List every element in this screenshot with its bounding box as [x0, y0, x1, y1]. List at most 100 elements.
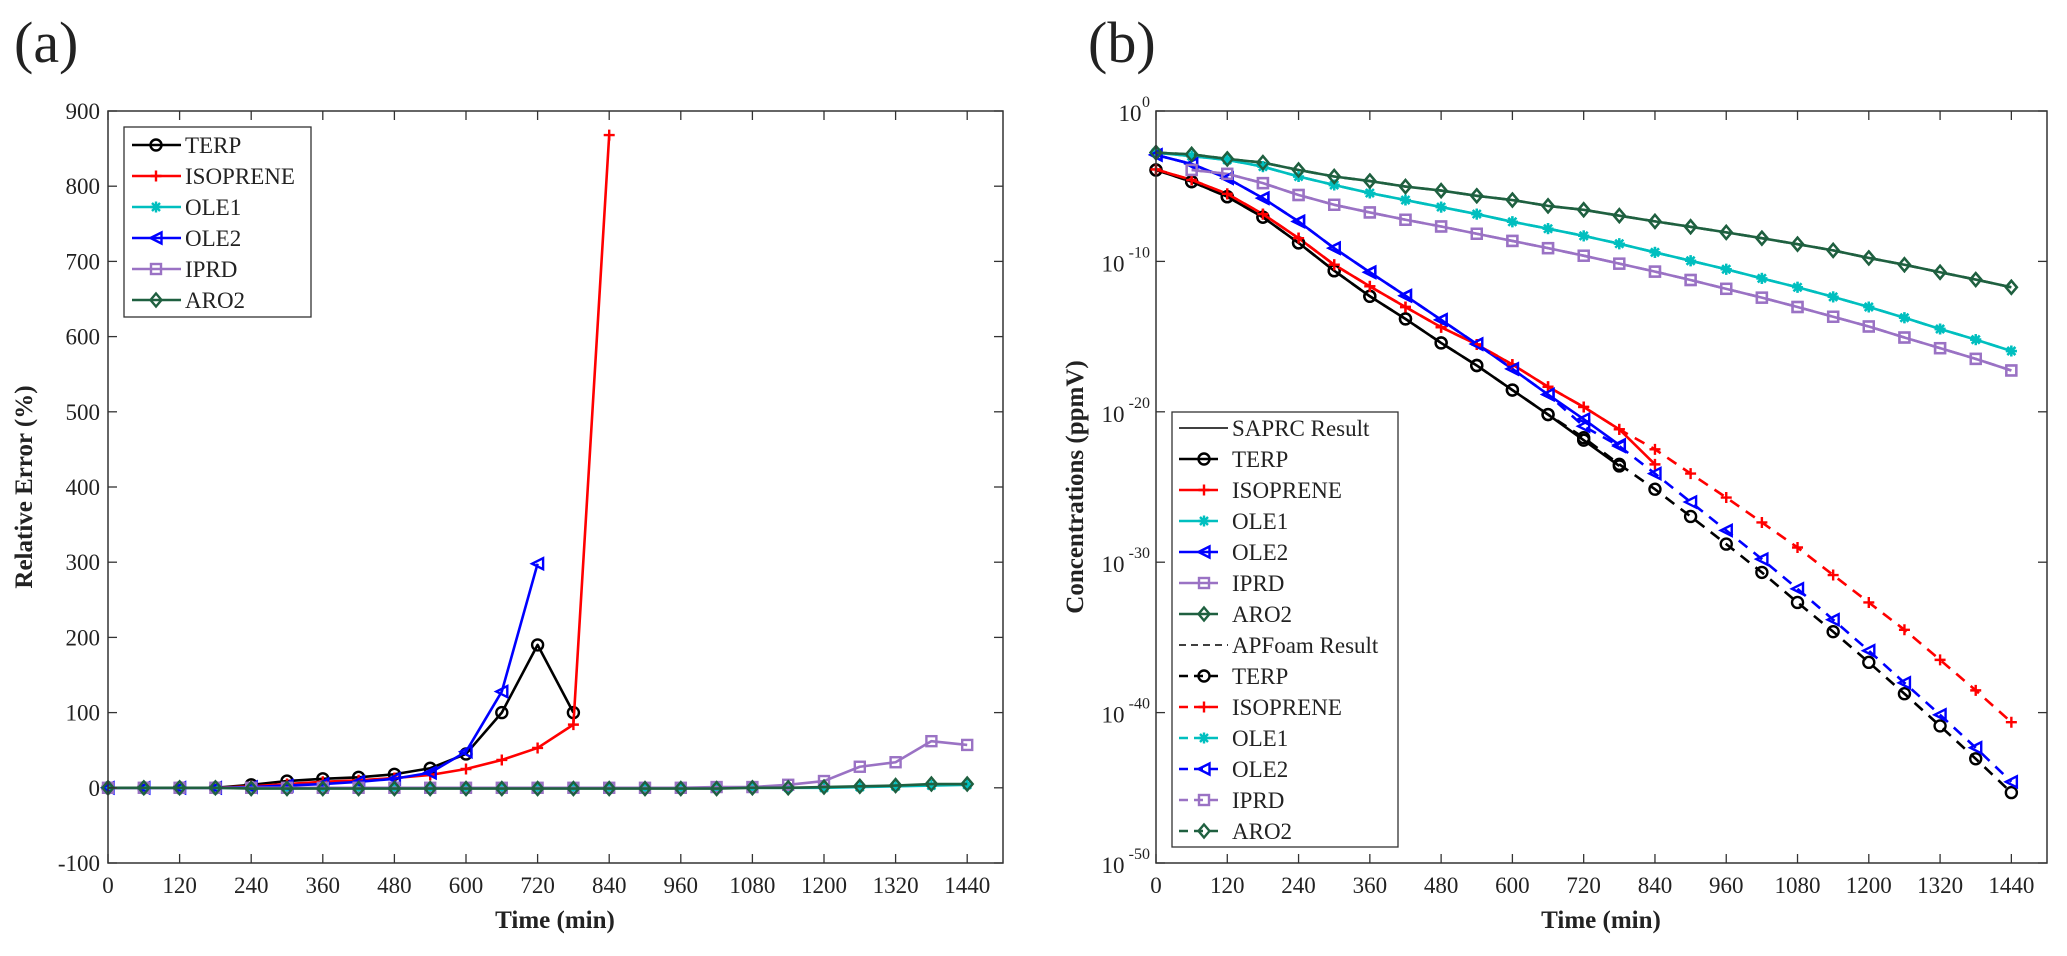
legend-label: ISOPRENE: [185, 164, 295, 189]
legend-entry-ole1: OLE1: [132, 195, 241, 220]
panel-b-apfoam-point-isoprene: [1720, 492, 1732, 504]
x-tick-label: 360: [306, 873, 341, 898]
panel-b-apfoam-point-ole2: [1682, 494, 1698, 510]
panel-b-apfoam-point-ole1: [1613, 238, 1625, 250]
x-tick-label: 960: [1709, 873, 1744, 898]
legend-label: OLE2: [1232, 757, 1288, 782]
panel-a-ticks: 0 120 240 360 480 600 720 840 960 1080 1200 1320 144…: [58, 99, 1003, 898]
panel-a-point-aro2: [602, 780, 617, 797]
y-tick-base: 10: [1102, 552, 1125, 577]
y-tick-label: 500: [66, 400, 101, 425]
panel-b-apfoam-point-isoprene: [1613, 423, 1625, 435]
panel-b-apfoam-point-isoprene: [1792, 541, 1804, 553]
y-tick-exponent: -20: [1129, 395, 1150, 412]
panel-b-apfoam-point-ole1: [1364, 187, 1376, 199]
panel-b-apfoam-point-ole1: [1685, 255, 1697, 267]
panel-b-apfoam-point-ole2: [2003, 774, 2019, 790]
legend-entry-isoprene: ISOPRENE: [132, 164, 295, 189]
panel-b-apfoam-point-ole1: [1186, 150, 1198, 162]
panel-b-apfoam-point-ole2: [1326, 240, 1341, 256]
panel-b-apfoam-point-iprd: [1720, 282, 1733, 296]
panel-b-apfoam-point-iprd: [2005, 364, 2018, 377]
panel-a-label: (a): [14, 10, 78, 75]
legend-box: [123, 126, 312, 318]
legend-label: IPRD: [185, 257, 237, 282]
panel-b-apfoam-point-ole1: [1399, 194, 1411, 206]
panel-b-apfoam-point-ole1: [1792, 281, 1804, 293]
panel-b-saprc-series-aro2: [1148, 144, 2019, 296]
panel-b-apfoam-point-aro2: [1184, 146, 1199, 163]
panel-b-y-axis-label: Concentrations (ppmV): [1062, 360, 1089, 613]
panel-b-apfoam-point-ole1: [1578, 230, 1590, 242]
x-tick-label: 240: [1281, 873, 1316, 898]
panel-a-relative-error-chart: (a) 0 120 240 360 480 600 720 840 960 1080 1200 132…: [11, 10, 1004, 934]
panel-a-point-aro2: [172, 779, 187, 797]
legend-entry-ole2: OLE2: [132, 226, 241, 251]
panel-b-saprc-line-iprd: [1191, 168, 2012, 372]
legend-label: SAPRC Result: [1232, 416, 1370, 441]
panel-b-apfoam-point-terp: [1755, 565, 1769, 580]
panel-a-point-terp: [530, 638, 545, 652]
legend-marker: [1198, 484, 1210, 496]
legend-entry-aro2: ARO2: [1179, 819, 1292, 844]
panel-b-apfoam-point-aro2: [1826, 242, 1841, 259]
panel-a-plot-area: [99, 129, 975, 797]
legend-marker: [150, 201, 162, 213]
panel-b-apfoam-point-isoprene: [1578, 401, 1590, 413]
panel-b-apfoam-point-aro2: [1576, 201, 1591, 219]
panel-b-apfoam-point-iprd: [1185, 163, 1198, 177]
panel-b-apfoam-point-iprd: [1399, 213, 1412, 226]
panel-b-apfoam-point-aro2: [1861, 249, 1876, 267]
panel-b-apfoam-point-ole1: [1827, 291, 1839, 303]
x-tick-label: 480: [1424, 873, 1459, 898]
panel-b-apfoam-point-iprd: [1256, 176, 1270, 190]
panel-b-legend: SAPRC Result TERP ISOPRENE OLE1 OLE2 IPRD ARO2…: [1171, 411, 1399, 848]
panel-b-apfoam-point-ole2: [1468, 336, 1484, 352]
panel-b-apfoam-point-isoprene: [1186, 174, 1198, 186]
panel-b-apfoam-point-aro2: [1505, 191, 1520, 209]
panel-a-point-iprd: [853, 760, 866, 773]
x-tick-label: 1440: [1988, 873, 2034, 898]
panel-b-apfoam-point-terp: [1897, 687, 1912, 701]
panel-b-apfoam-point-terp: [1933, 719, 1947, 733]
panel-b-apfoam-point-isoprene: [1898, 624, 1910, 636]
panel-a-line-aro2: [108, 782, 968, 790]
panel-b-apfoam-point-aro2: [1469, 187, 1484, 205]
panel-b-apfoam-point-ole2: [1361, 264, 1377, 280]
panel-b-concentrations-chart: (b) 0 120 240 360 480 600 720 840 960 1080 1200 132…: [1062, 10, 2048, 934]
panel-b-apfoam-point-isoprene: [1934, 654, 1946, 666]
legend-marker: [1196, 822, 1212, 840]
panel-b-apfoam-point-ole1: [1756, 272, 1768, 284]
panel-b-saprc-point-isoprene: [1649, 458, 1661, 470]
panel-b-apfoam-point-iprd: [1898, 331, 1911, 344]
y-tick-exponent: -50: [1129, 846, 1150, 863]
panel-a-y-axis-label: Relative Error (%): [11, 385, 38, 588]
panel-a-point-aro2: [208, 779, 223, 797]
x-tick-label: 960: [664, 873, 699, 898]
panel-b-apfoam-point-aro2: [1754, 229, 1769, 247]
x-tick-label: 840: [592, 873, 627, 898]
panel-b-apfoam-point-terp: [1719, 537, 1733, 551]
panel-b-apfoam-point-ole2: [1290, 214, 1306, 229]
panel-a-point-aro2: [244, 780, 259, 797]
x-tick-label: 600: [449, 873, 484, 898]
legend-marker: [1197, 452, 1211, 466]
panel-a-point-aro2: [566, 780, 581, 797]
panel-b-apfoam-point-iprd: [1327, 198, 1341, 211]
legend-entry-iprd: IPRD: [132, 257, 237, 282]
x-tick-label: 120: [1210, 873, 1245, 898]
x-tick-label: 1320: [873, 873, 919, 898]
legend-label: ARO2: [1232, 819, 1292, 844]
x-tick-label: 360: [1353, 873, 1388, 898]
panel-b-apfoam-point-ole2: [1646, 466, 1662, 482]
y-tick-base: 10: [1102, 251, 1125, 276]
legend-marker: [1198, 701, 1210, 713]
panel-b-apfoam-point-aro2: [1362, 172, 1377, 190]
panel-b-apfoam-point-isoprene: [1257, 208, 1269, 220]
panel-b-apfoam-point-ole1: [1649, 246, 1661, 258]
legend-entry-terp: TERP: [1179, 664, 1288, 689]
panel-a-point-isoprene: [496, 754, 508, 766]
